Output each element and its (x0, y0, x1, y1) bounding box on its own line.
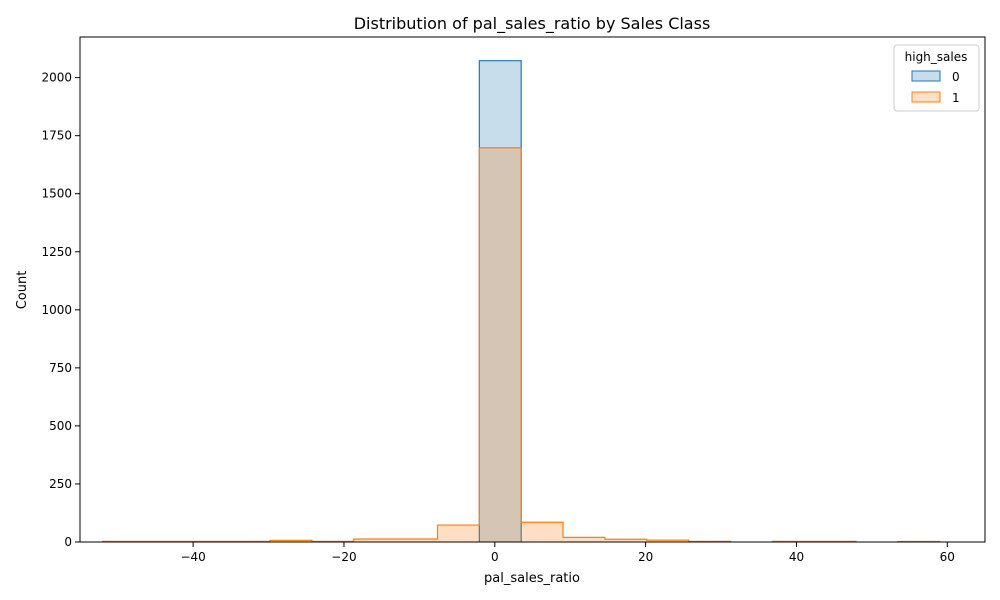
y-axis-title: Count (15, 271, 30, 310)
y-axis-ticks: 0 250 500 750 1000 1250 1500 1750 2000 (41, 71, 80, 549)
series-0-bars (478, 60, 522, 542)
y-tick-label: 0 (64, 535, 72, 549)
plot-frame (79, 36, 986, 543)
chart-title: Distribution of pal_sales_ratio by Sales… (354, 14, 711, 34)
x-tick-label: 0 (491, 550, 499, 564)
x-tick-label: 40 (789, 550, 804, 564)
y-tick-label: 1750 (41, 129, 72, 143)
y-tick-label: 1500 (41, 187, 72, 201)
x-axis-title: pal_sales_ratio (484, 571, 580, 586)
bar-series-1-bin-7 (395, 538, 438, 542)
legend-box (893, 44, 980, 112)
legend-swatch-0 (911, 70, 941, 82)
y-tick-label: 1000 (41, 303, 72, 317)
y-tick-label: 2000 (41, 71, 72, 85)
outline-series-1 (102, 147, 941, 543)
x-tick-label: 20 (638, 550, 653, 564)
y-tick-label: 500 (49, 419, 72, 433)
y-tick-label: 250 (49, 477, 72, 491)
bar-series-1-bin-6 (353, 538, 396, 542)
x-tick-label: −40 (180, 550, 205, 564)
bar-series-1-bin-12 (604, 539, 647, 542)
legend-title: high_sales (905, 50, 968, 64)
y-tick-label: 750 (49, 361, 72, 375)
bar-series-1-bin-4 (270, 540, 312, 542)
x-tick-label: 60 (940, 550, 955, 564)
y-tick-label: 1250 (41, 245, 72, 259)
series-1-bars (102, 147, 941, 543)
bar-series-1-bin-10 (521, 522, 564, 542)
bar-series-0-bin-9 (479, 60, 522, 542)
legend: high_sales 0 1 (893, 44, 980, 112)
legend-swatch-1 (911, 91, 941, 103)
legend-label-1: 1 (952, 91, 960, 105)
bar-series-1-bin-13 (646, 540, 689, 542)
bar-series-1-bin-11 (563, 537, 605, 542)
x-tick-label: −20 (331, 550, 356, 564)
bar-series-1-bin-9 (479, 147, 522, 543)
bar-series-1-bin-8 (437, 525, 480, 542)
legend-label-0: 0 (952, 70, 960, 84)
x-axis-ticks: −40 −20 0 20 40 60 (180, 542, 955, 564)
